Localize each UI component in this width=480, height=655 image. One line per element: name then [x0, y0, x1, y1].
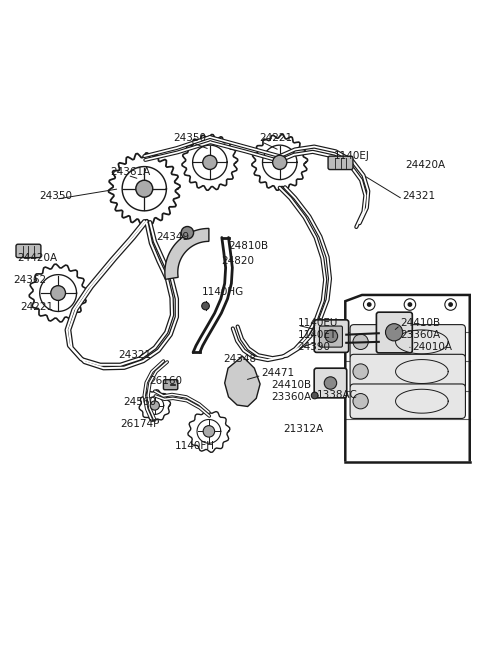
FancyBboxPatch shape — [314, 368, 347, 398]
FancyBboxPatch shape — [350, 354, 466, 389]
Text: 24350: 24350 — [39, 191, 72, 201]
Text: 1140HG: 1140HG — [202, 287, 244, 297]
Circle shape — [408, 302, 412, 307]
Circle shape — [312, 392, 318, 399]
Text: 26174P: 26174P — [120, 419, 159, 429]
Text: 24471: 24471 — [262, 368, 295, 378]
FancyBboxPatch shape — [320, 326, 342, 347]
Text: 24361A: 24361A — [110, 167, 150, 177]
Polygon shape — [225, 356, 260, 407]
FancyBboxPatch shape — [350, 384, 466, 419]
Circle shape — [448, 302, 453, 307]
Text: 24321: 24321 — [403, 191, 436, 201]
Text: 26160: 26160 — [149, 376, 182, 386]
FancyBboxPatch shape — [314, 320, 348, 352]
Circle shape — [385, 324, 403, 341]
FancyBboxPatch shape — [163, 380, 178, 390]
Text: 24410B: 24410B — [271, 380, 311, 390]
Circle shape — [51, 286, 65, 301]
Text: 24810B: 24810B — [228, 241, 268, 251]
Text: 24410B: 24410B — [400, 318, 441, 328]
Text: 24560: 24560 — [123, 397, 156, 407]
Text: 24420A: 24420A — [17, 253, 58, 263]
Text: 24420A: 24420A — [405, 160, 445, 170]
Text: 21312A: 21312A — [283, 424, 324, 434]
Text: 1140EU: 1140EU — [298, 318, 338, 328]
FancyBboxPatch shape — [350, 325, 466, 359]
Text: 24349: 24349 — [156, 232, 190, 242]
Text: 24321: 24321 — [118, 350, 151, 360]
Circle shape — [136, 180, 153, 197]
Polygon shape — [165, 229, 209, 279]
Circle shape — [202, 302, 209, 310]
Text: 24348: 24348 — [223, 354, 257, 364]
Circle shape — [353, 334, 368, 350]
FancyBboxPatch shape — [376, 312, 412, 353]
Circle shape — [203, 426, 215, 437]
Text: 24350: 24350 — [173, 134, 206, 143]
Circle shape — [367, 302, 372, 307]
Text: 1140FH: 1140FH — [175, 441, 215, 451]
FancyBboxPatch shape — [16, 244, 41, 257]
Text: 24362: 24362 — [13, 274, 46, 285]
Text: 24221: 24221 — [20, 302, 53, 312]
Circle shape — [325, 330, 337, 343]
Circle shape — [324, 377, 336, 389]
FancyBboxPatch shape — [328, 156, 353, 170]
Circle shape — [181, 227, 193, 239]
Text: 24010A: 24010A — [412, 342, 452, 352]
Text: 1338AC: 1338AC — [317, 390, 358, 400]
Text: 24820: 24820 — [221, 257, 254, 267]
Text: 24221: 24221 — [259, 134, 292, 143]
Circle shape — [353, 364, 368, 379]
Text: 23360A: 23360A — [271, 392, 311, 402]
Circle shape — [203, 155, 217, 170]
Text: 23360A: 23360A — [400, 329, 441, 340]
Text: 1140EJ: 1140EJ — [333, 151, 369, 161]
Circle shape — [150, 401, 159, 410]
Circle shape — [273, 155, 287, 170]
Text: 24390: 24390 — [298, 342, 330, 352]
Text: 1140ET: 1140ET — [298, 329, 336, 340]
Circle shape — [353, 394, 368, 409]
